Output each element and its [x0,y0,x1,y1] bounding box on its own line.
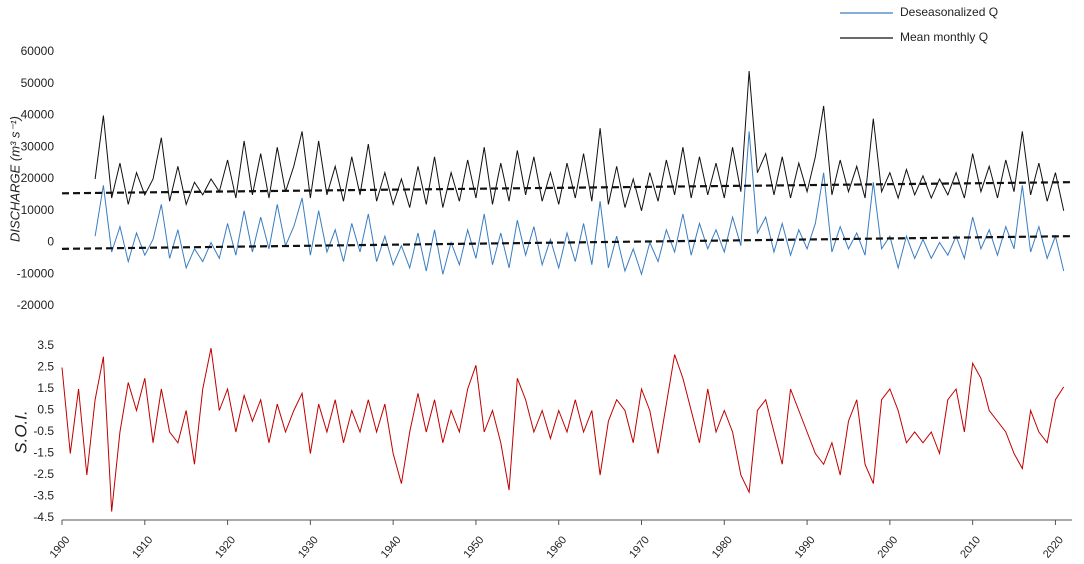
y-axis-title: S.O.I. [11,410,30,453]
y-tick-label: 2.5 [37,360,54,374]
y-axis-title: DISCHARGE (m³ s⁻¹) [7,116,22,242]
y-tick-label: 60000 [21,44,55,58]
y-tick-label: -1.5 [33,446,54,460]
y-tick-label: -2.5 [33,467,54,481]
series-line [61,348,1065,512]
x-tick-label: 1950 [462,534,487,560]
x-tick-label: 1970 [627,534,652,560]
x-tick-label: 1910 [130,534,155,560]
x-tick-label: 1960 [544,534,569,560]
x-tick-label: 1940 [379,534,404,560]
legend-label: Deseasonalized Q [900,5,998,19]
series-line [94,71,1065,211]
y-tick-label: 10000 [21,203,55,217]
y-tick-label: -10000 [17,266,55,280]
legend-label: Mean monthly Q [900,30,988,44]
y-tick-label: 0 [47,235,54,249]
y-tick-label: -20000 [17,298,55,312]
x-tick-label: 2010 [958,534,983,560]
x-tick-label: 1920 [213,534,238,560]
y-tick-label: 20000 [21,171,55,185]
y-tick-label: 30000 [21,139,55,153]
y-tick-label: 1.5 [37,381,54,395]
x-tick-label: 2020 [1041,534,1066,560]
y-tick-label: 3.5 [37,338,54,352]
x-tick-label: 1990 [793,534,818,560]
y-tick-label: -4.5 [33,510,54,524]
trend-line [61,235,1073,250]
x-tick-label: 1900 [48,534,73,560]
y-tick-label: 50000 [21,76,55,90]
series-line [94,131,1065,277]
y-tick-label: -0.5 [33,424,54,438]
x-tick-label: 2000 [875,534,900,560]
trend-line [61,181,1073,195]
y-tick-label: 40000 [21,108,55,122]
x-tick-label: 1930 [296,534,321,560]
y-tick-label: 0.5 [37,403,54,417]
x-tick-label: 1980 [710,534,735,560]
y-tick-label: -3.5 [33,489,54,503]
